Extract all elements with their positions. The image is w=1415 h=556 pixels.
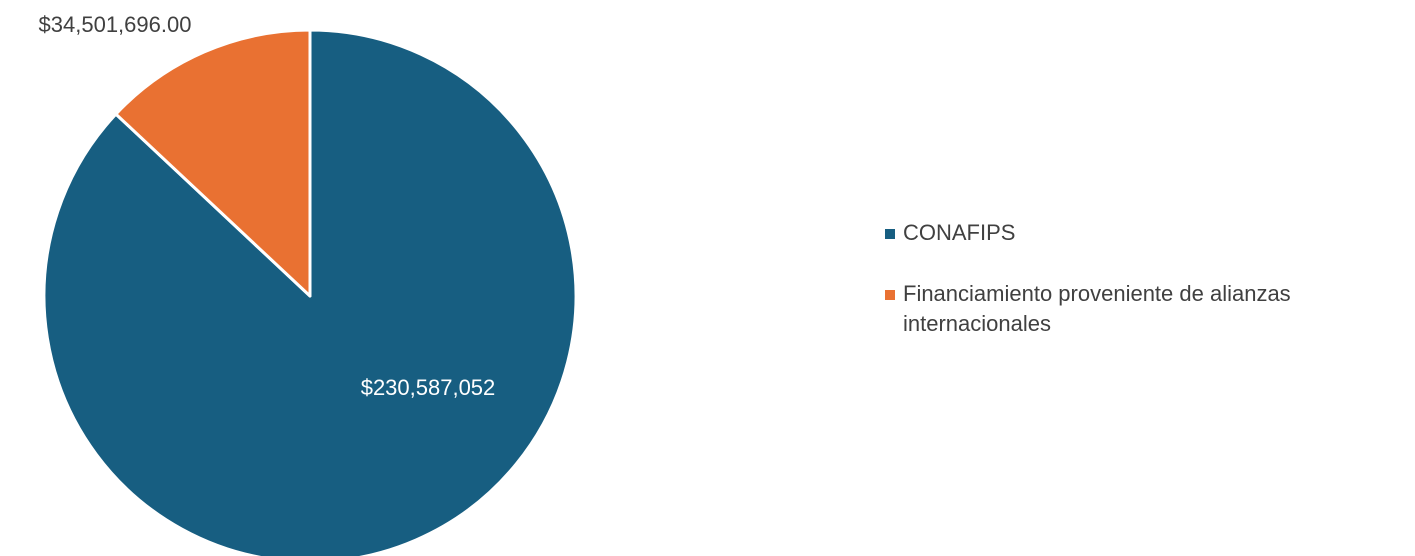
legend: CONAFIPS Financiamiento proveniente de a… (885, 218, 1405, 370)
pie-slice-alianzas[interactable] (114, 28, 312, 298)
legend-item-conafips[interactable]: CONAFIPS (885, 218, 1405, 248)
legend-label-alianzas: Financiamiento proveniente de alianzas i… (903, 281, 1291, 336)
legend-swatch-conafips (885, 229, 895, 239)
pie-slices (42, 28, 578, 556)
legend-swatch-alianzas (885, 290, 895, 300)
data-label-alianzas: $34,501,696.00 (39, 12, 192, 37)
data-labels: $230,587,052 $34,501,696.00 (39, 12, 496, 400)
legend-label-conafips: CONAFIPS (903, 220, 1016, 245)
data-label-conafips: $230,587,052 (361, 375, 496, 400)
legend-item-alianzas[interactable]: Financiamiento proveniente de alianzas i… (885, 279, 1405, 339)
